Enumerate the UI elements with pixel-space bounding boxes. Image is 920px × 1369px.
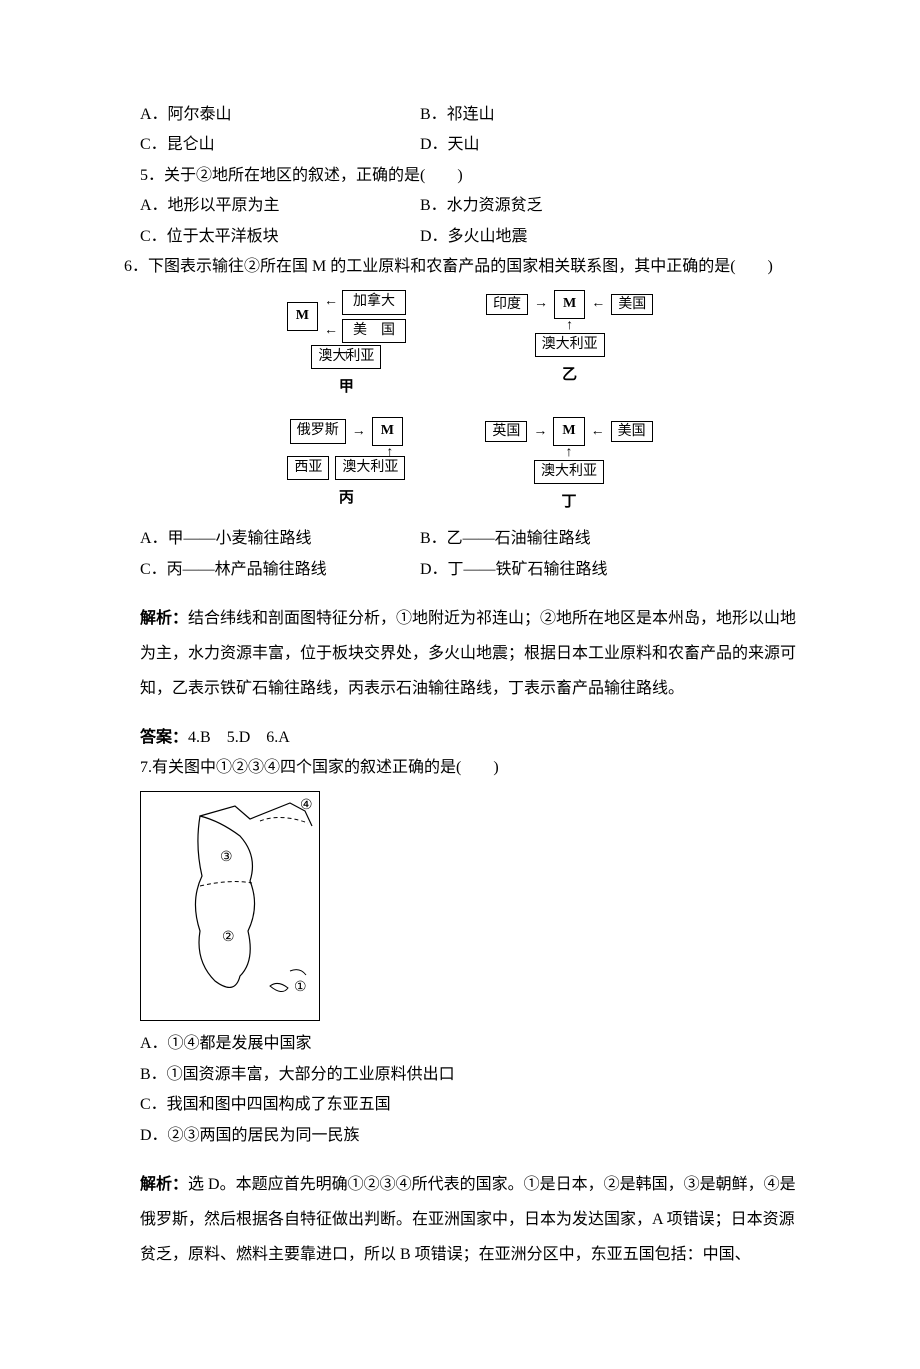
map-label-1: ①	[294, 980, 307, 995]
q7-stem: 7.有关图中①②③④四个国家的叙述正确的是( )	[140, 753, 800, 783]
diagram-ding: 英国 → M ← 美国 ↑ 澳大利亚 丁	[485, 417, 652, 516]
jia-r1: 加拿大	[342, 290, 406, 314]
yi-caption: 乙	[562, 361, 577, 390]
q4-row2: C．昆仑山 D．天山	[140, 130, 800, 160]
diagram-jia: M ← 加拿大 ← 美 国 ↑ 澳大利亚 甲	[287, 290, 406, 401]
map-label-2: ②	[222, 930, 235, 945]
bing-botL: 西亚	[287, 456, 329, 480]
q6-row2: C．丙——林产品输往路线 D．丁——铁矿石输往路线	[140, 555, 800, 585]
answers-456: 答案：4.B 5.D 6.A	[140, 723, 800, 753]
map-label-4: ④	[300, 798, 313, 813]
q4-opt-c: C．昆仑山	[140, 130, 420, 160]
q6-opt-b: B．乙——石油输往路线	[420, 524, 591, 554]
jiexi2-lead: 选 D。	[188, 1176, 236, 1193]
ding-right: 美国	[611, 421, 653, 442]
q6-opt-a: A．甲——小麦输往路线	[140, 524, 420, 554]
jiexi-text: 结合纬线和剖面图特征分析，①地附近为祁连山；②地所在地区是本州岛，地形以山地为主…	[140, 610, 796, 697]
arrow-left-icon: ←	[591, 297, 605, 311]
bing-m: M	[372, 417, 403, 445]
arrow-up-icon: ↑	[566, 446, 573, 460]
map-icon: ① ② ③ ④	[140, 791, 320, 1021]
q7-opt-d: D．②③两国的居民为同一民族	[140, 1121, 800, 1151]
q4-row1: A．阿尔泰山 B．祁连山	[140, 100, 800, 130]
jia-r2: 美 国	[342, 319, 406, 343]
bing-caption: 丙	[339, 484, 354, 513]
q7-opt-a: A．①④都是发展中国家	[140, 1029, 800, 1059]
q6-opt-c: C．丙——林产品输往路线	[140, 555, 420, 585]
jiexi2-text: 本题应首先明确①②③④所代表的国家。①是日本，②是韩国，③是朝鲜，④是俄罗斯，然…	[140, 1176, 796, 1263]
q5-stem: 5．关于②地所在地区的叙述，正确的是( )	[140, 161, 800, 191]
q4-opt-d: D．天山	[420, 130, 480, 160]
jiexi-2: 解析：选 D。本题应首先明确①②③④所代表的国家。①是日本，②是韩国，③是朝鲜，…	[140, 1167, 800, 1273]
jiexi-1: 解析：结合纬线和剖面图特征分析，①地附近为祁连山；②地所在地区是本州岛，地形以山…	[140, 601, 800, 707]
q6-opt-d: D．丁——铁矿石输往路线	[420, 555, 608, 585]
ding-left: 英国	[485, 421, 527, 442]
arrow-right-icon: →	[534, 297, 548, 311]
arrow-up-icon: ↑	[566, 319, 573, 333]
jia-m: M	[287, 302, 318, 330]
arrow-up-icon: ↑	[343, 349, 350, 363]
q4-opt-b: B．祁连山	[420, 100, 495, 130]
ding-bot: 澳大利亚	[534, 460, 604, 484]
arrow-left-icon: ←	[324, 324, 338, 338]
q5-opt-b: B．水力资源贫乏	[420, 191, 543, 221]
q5-row2: C．位于太平洋板块 D．多火山地震	[140, 222, 800, 252]
q4-opt-a: A．阿尔泰山	[140, 100, 420, 130]
arrow-left-icon: ←	[324, 295, 338, 309]
q7-opt-c: C．我国和图中四国构成了东亚五国	[140, 1090, 800, 1120]
yi-left: 印度	[486, 294, 528, 315]
ding-m: M	[553, 417, 584, 445]
q6-row1: A．甲——小麦输往路线 B．乙——石油输往路线	[140, 524, 800, 554]
answer-text: 4.B 5.D 6.A	[188, 729, 290, 746]
answer-label: 答案：	[140, 729, 188, 746]
bing-left: 俄罗斯	[290, 419, 346, 443]
jiexi-label: 解析：	[140, 610, 188, 627]
arrow-left-icon: ←	[591, 425, 605, 439]
q6-figure: M ← 加拿大 ← 美 国 ↑ 澳大利亚 甲	[140, 290, 800, 516]
q5-opt-c: C．位于太平洋板块	[140, 222, 420, 252]
jia-caption: 甲	[339, 373, 354, 402]
q6-stem: 6．下图表示输往②所在国 M 的工业原料和农畜产品的国家相关联系图，其中正确的是…	[108, 252, 800, 282]
diagram-yi: 印度 → M ← 美国 ↑ 澳大利亚 乙	[486, 290, 653, 401]
q5-row1: A．地形以平原为主 B．水力资源贫乏	[140, 191, 800, 221]
map-label-3: ③	[220, 850, 233, 865]
diagram-bing: 俄罗斯 → M ↑ 西亚 澳大利亚 丙	[287, 417, 405, 516]
ding-caption: 丁	[561, 488, 576, 517]
jiexi2-label: 解析：	[140, 1176, 188, 1193]
arrow-right-icon: →	[352, 425, 366, 439]
q5-opt-d: D．多火山地震	[420, 222, 528, 252]
arrow-right-icon: →	[533, 425, 547, 439]
bing-botR: 澳大利亚	[335, 456, 405, 480]
q5-opt-a: A．地形以平原为主	[140, 191, 420, 221]
yi-m: M	[554, 290, 585, 318]
yi-right: 美国	[611, 294, 653, 315]
q7-opt-b: B．①国资源丰富，大部分的工业原料供出口	[140, 1060, 800, 1090]
q7-map: ① ② ③ ④	[140, 791, 800, 1021]
yi-bot: 澳大利亚	[535, 333, 605, 357]
